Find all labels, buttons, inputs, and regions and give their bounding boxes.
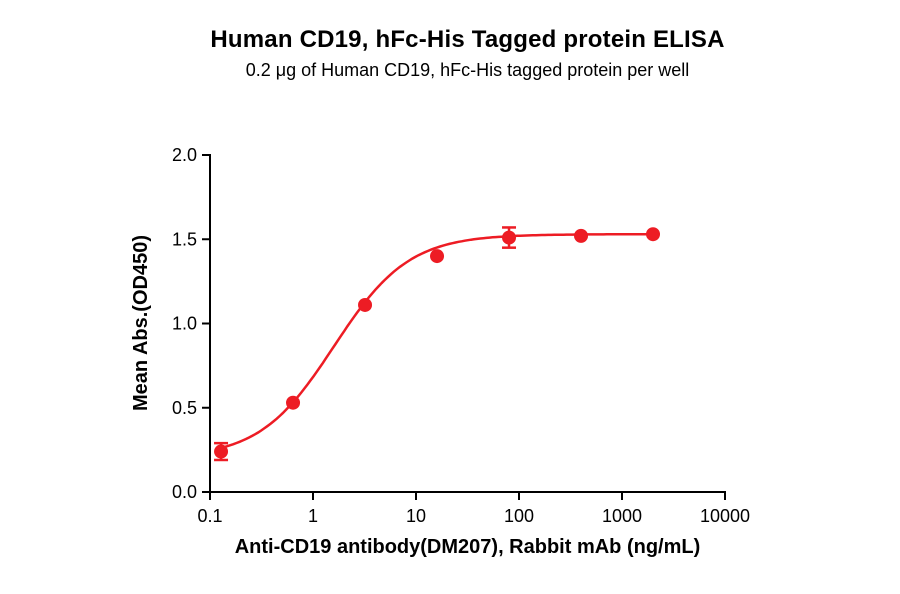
x-tick-label: 0.1	[197, 506, 222, 526]
data-point-marker	[430, 249, 445, 264]
x-tick-label: 10	[406, 506, 426, 526]
data-point-marker	[646, 227, 661, 242]
y-tick-label: 0.0	[172, 482, 197, 502]
y-tick-label: 0.5	[172, 398, 197, 418]
chart-subtitle: 0.2 μg of Human CD19, hFc-His tagged pro…	[245, 60, 690, 80]
chart-title: Human CD19, hFc-His Tagged protein ELISA	[210, 26, 725, 53]
y-tick-label: 1.0	[172, 314, 197, 334]
x-tick-label: 1000	[602, 506, 642, 526]
tick-marks	[202, 154, 726, 500]
data-point-marker	[286, 395, 301, 410]
data-points	[214, 227, 661, 459]
data-point-marker	[214, 444, 229, 459]
data-point-marker	[502, 230, 517, 245]
data-point-marker	[574, 228, 589, 243]
error-bars	[214, 226, 517, 462]
x-tick-label: 1	[308, 506, 318, 526]
data-point-marker	[358, 297, 373, 312]
x-tick-label: 100	[504, 506, 534, 526]
y-tick-label: 1.5	[172, 229, 197, 249]
axes	[209, 154, 726, 493]
x-tick-label: 10000	[700, 506, 750, 526]
fit-curve	[220, 232, 653, 450]
x-axis-label: Anti-CD19 antibody(DM207), Rabbit mAb (n…	[234, 536, 701, 558]
tick-labels: 0.1 1 10 100 1000 10000 0.0 0.5 1.0 1.5 2.0	[172, 145, 750, 526]
y-tick-label: 2.0	[172, 145, 197, 165]
